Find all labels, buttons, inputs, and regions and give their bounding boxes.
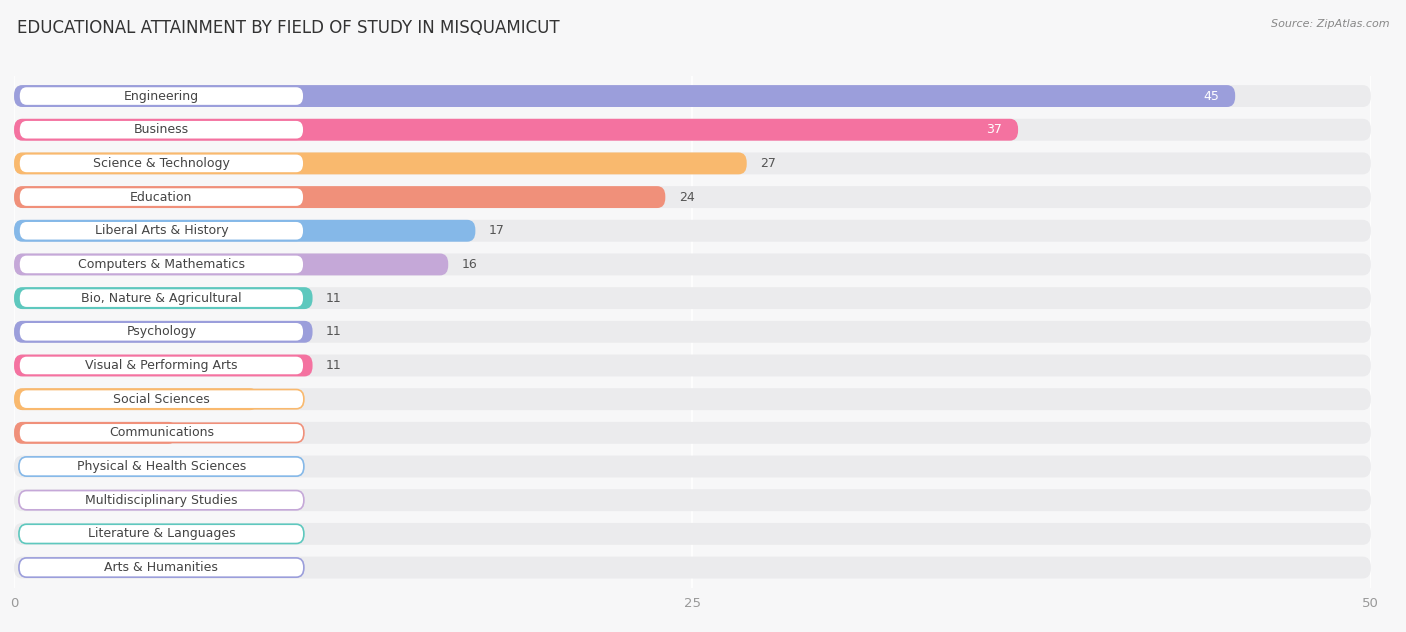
FancyBboxPatch shape	[18, 154, 304, 173]
Text: 9: 9	[271, 392, 280, 406]
Text: 37: 37	[986, 123, 1002, 137]
Text: 16: 16	[461, 258, 478, 271]
FancyBboxPatch shape	[18, 356, 304, 375]
Text: 6: 6	[190, 427, 198, 439]
Text: 11: 11	[326, 359, 342, 372]
FancyBboxPatch shape	[18, 490, 304, 510]
FancyBboxPatch shape	[14, 85, 1371, 107]
FancyBboxPatch shape	[14, 152, 1371, 174]
FancyBboxPatch shape	[18, 389, 304, 409]
FancyBboxPatch shape	[14, 186, 665, 208]
Text: Source: ZipAtlas.com: Source: ZipAtlas.com	[1271, 19, 1389, 29]
FancyBboxPatch shape	[18, 221, 304, 240]
Text: Multidisciplinary Studies: Multidisciplinary Studies	[86, 494, 238, 507]
FancyBboxPatch shape	[14, 253, 449, 276]
FancyBboxPatch shape	[14, 119, 1018, 141]
Text: 0: 0	[28, 561, 35, 574]
FancyBboxPatch shape	[14, 523, 1371, 545]
Text: 24: 24	[679, 191, 695, 204]
FancyBboxPatch shape	[14, 119, 1371, 141]
Text: Communications: Communications	[108, 427, 214, 439]
FancyBboxPatch shape	[14, 388, 259, 410]
Text: 0: 0	[28, 527, 35, 540]
FancyBboxPatch shape	[14, 422, 1371, 444]
FancyBboxPatch shape	[18, 120, 304, 140]
FancyBboxPatch shape	[14, 489, 1371, 511]
FancyBboxPatch shape	[14, 220, 1371, 241]
FancyBboxPatch shape	[14, 253, 1371, 276]
Text: Physical & Health Sciences: Physical & Health Sciences	[77, 460, 246, 473]
Text: 27: 27	[761, 157, 776, 170]
FancyBboxPatch shape	[14, 321, 312, 343]
FancyBboxPatch shape	[14, 85, 1234, 107]
FancyBboxPatch shape	[18, 322, 304, 341]
FancyBboxPatch shape	[14, 287, 1371, 309]
Text: 0: 0	[28, 494, 35, 507]
Text: 11: 11	[326, 325, 342, 338]
Text: 45: 45	[1204, 90, 1219, 102]
FancyBboxPatch shape	[18, 255, 304, 274]
FancyBboxPatch shape	[14, 422, 177, 444]
Text: Engineering: Engineering	[124, 90, 200, 102]
FancyBboxPatch shape	[14, 355, 1371, 377]
Text: Liberal Arts & History: Liberal Arts & History	[94, 224, 228, 237]
Text: Computers & Mathematics: Computers & Mathematics	[77, 258, 245, 271]
FancyBboxPatch shape	[18, 288, 304, 308]
Text: Science & Technology: Science & Technology	[93, 157, 229, 170]
FancyBboxPatch shape	[18, 558, 304, 577]
FancyBboxPatch shape	[18, 188, 304, 207]
Text: Business: Business	[134, 123, 188, 137]
FancyBboxPatch shape	[18, 423, 304, 442]
Text: 17: 17	[489, 224, 505, 237]
Text: Arts & Humanities: Arts & Humanities	[104, 561, 218, 574]
FancyBboxPatch shape	[14, 287, 312, 309]
FancyBboxPatch shape	[14, 220, 475, 241]
FancyBboxPatch shape	[14, 152, 747, 174]
FancyBboxPatch shape	[18, 87, 304, 106]
FancyBboxPatch shape	[14, 355, 312, 377]
Text: EDUCATIONAL ATTAINMENT BY FIELD OF STUDY IN MISQUAMICUT: EDUCATIONAL ATTAINMENT BY FIELD OF STUDY…	[17, 19, 560, 37]
FancyBboxPatch shape	[14, 456, 1371, 477]
FancyBboxPatch shape	[14, 186, 1371, 208]
Text: 0: 0	[28, 460, 35, 473]
Text: Visual & Performing Arts: Visual & Performing Arts	[86, 359, 238, 372]
Text: Social Sciences: Social Sciences	[112, 392, 209, 406]
FancyBboxPatch shape	[18, 524, 304, 544]
Text: Psychology: Psychology	[127, 325, 197, 338]
Text: Bio, Nature & Agricultural: Bio, Nature & Agricultural	[82, 291, 242, 305]
FancyBboxPatch shape	[14, 557, 1371, 578]
FancyBboxPatch shape	[14, 321, 1371, 343]
FancyBboxPatch shape	[18, 457, 304, 476]
Text: Literature & Languages: Literature & Languages	[87, 527, 235, 540]
Text: 11: 11	[326, 291, 342, 305]
FancyBboxPatch shape	[14, 388, 1371, 410]
Text: Education: Education	[131, 191, 193, 204]
